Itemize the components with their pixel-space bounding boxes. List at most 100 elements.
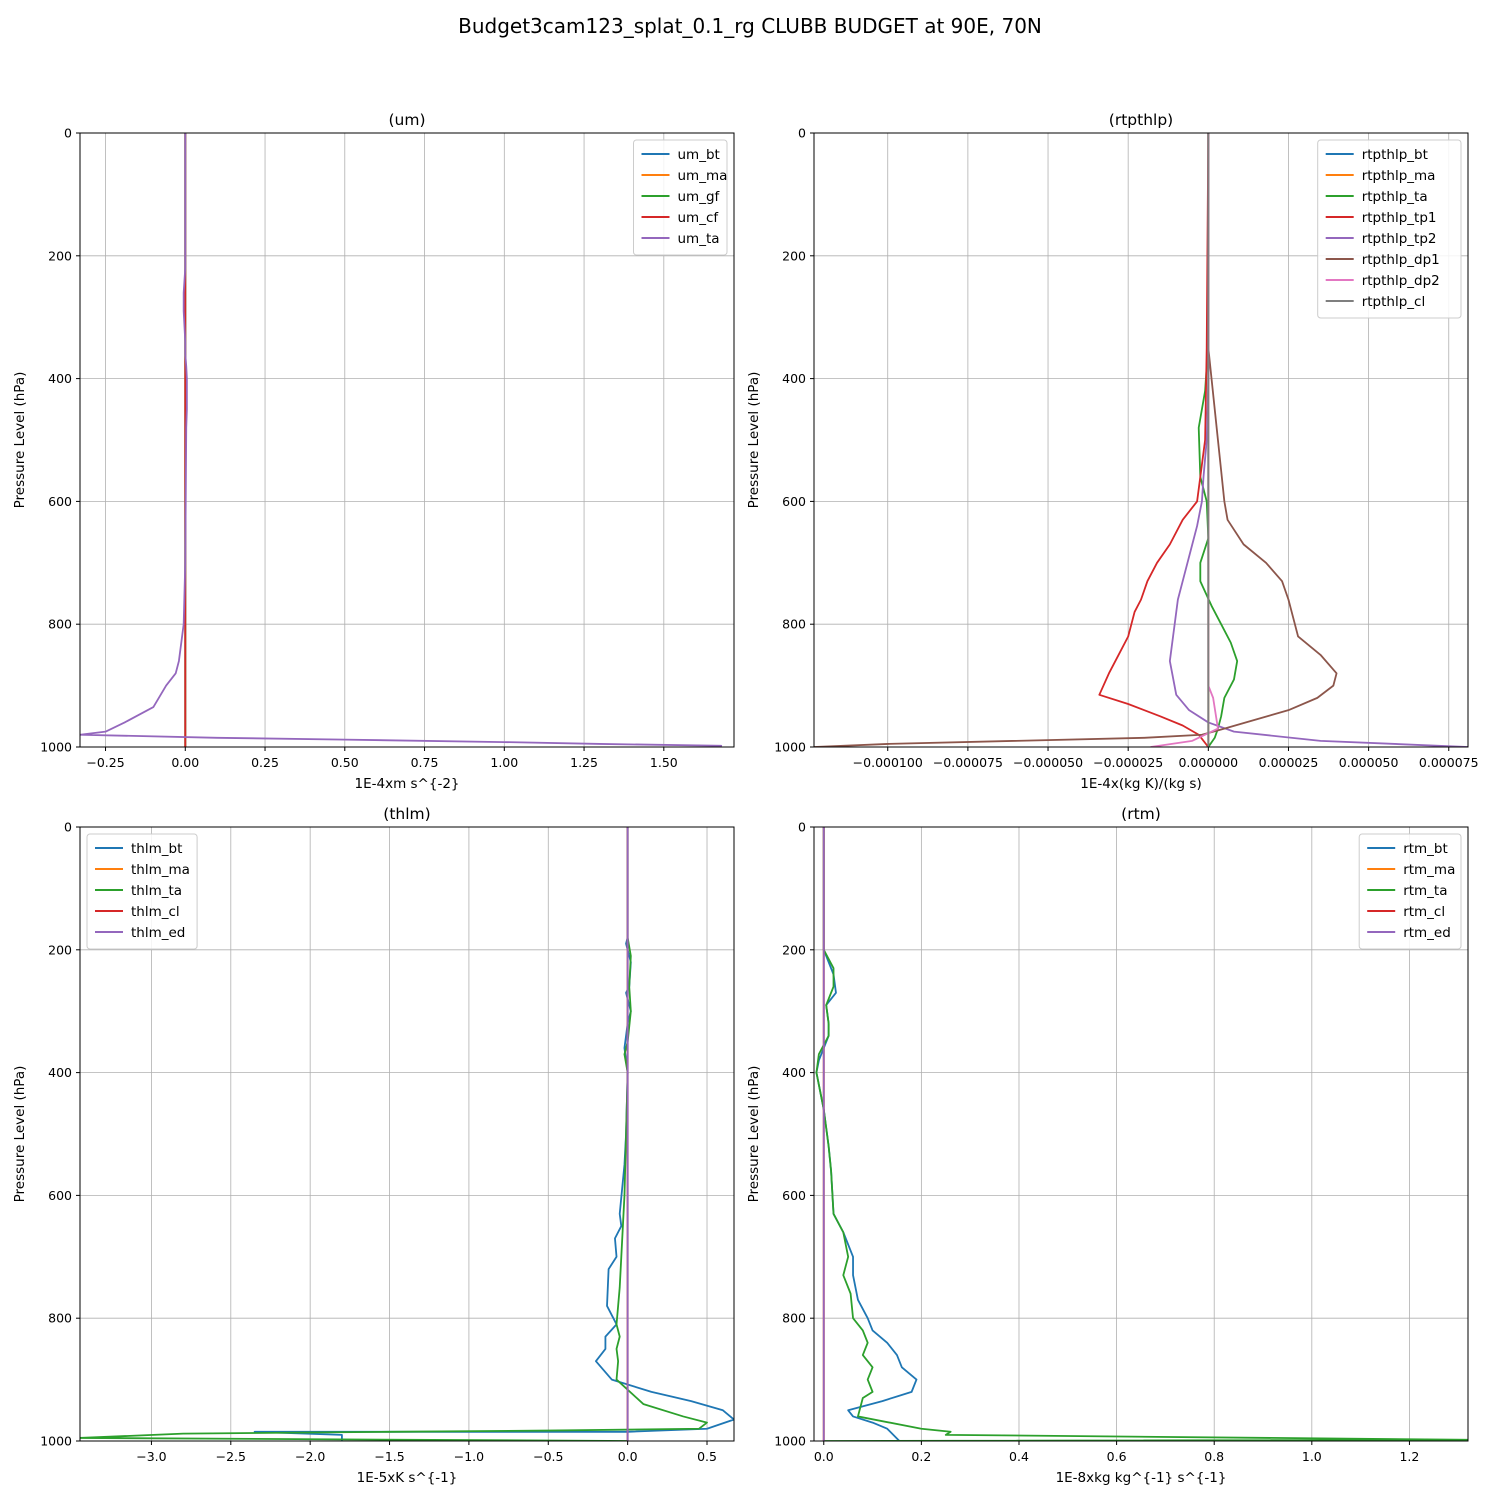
x-tick-label: −0.5	[533, 1449, 563, 1464]
y-tick-label: 1000	[40, 740, 72, 755]
y-tick-label: 1000	[40, 1434, 72, 1449]
legend-label: rtm_bt	[1403, 841, 1448, 857]
x-tick-label: −0.000025	[1093, 755, 1163, 770]
y-tick-label: 800	[48, 1311, 72, 1326]
legend-label: rtm_ed	[1403, 925, 1451, 941]
y-tick-label: 600	[782, 1188, 806, 1203]
x-tick-label: 0.2	[911, 1449, 931, 1464]
legend-label: thlm_bt	[131, 841, 182, 857]
y-tick-label: 400	[782, 371, 806, 386]
x-axis-label: 1E-4xm s^{-2}	[355, 776, 460, 792]
figure-title: Budget3cam123_splat_0.1_rg CLUBB BUDGET …	[458, 14, 1042, 38]
x-tick-label: 0.000025	[1259, 755, 1319, 770]
legend-label: rtpthlp_tp1	[1362, 210, 1437, 226]
chart-panel-rtm: 0.0 0.2 0.4 0.6 0.8 1.0 1.2 0 200 400 600 800 1000 (r…	[746, 805, 1469, 1486]
x-tick-label: 1.50	[650, 755, 678, 770]
legend-label: rtpthlp_dp1	[1362, 252, 1440, 268]
series-line-rtm-ta	[815, 827, 1468, 1441]
y-axis-label: Pressure Level (hPa)	[12, 1066, 28, 1203]
y-axis-label: Pressure Level (hPa)	[746, 372, 762, 509]
x-tick-label: −3.0	[136, 1449, 166, 1464]
x-tick-label: −0.000050	[1013, 755, 1083, 770]
series-line-rtpthlp-dp1	[814, 133, 1338, 747]
y-tick-label: 800	[782, 1311, 806, 1326]
y-tick-label: 400	[48, 1065, 72, 1080]
legend-label: rtm_ma	[1403, 862, 1455, 878]
x-tick-label: 0.000000	[1178, 755, 1238, 770]
legend-label: rtpthlp_ma	[1362, 168, 1436, 184]
legend-label: um_gf	[678, 189, 721, 205]
x-tick-label: 0.25	[251, 755, 279, 770]
y-tick-label: 0	[798, 820, 806, 835]
plot-frame	[813, 132, 1469, 748]
legend-label: um_ta	[678, 231, 720, 247]
x-tick-label: −1.0	[454, 1449, 484, 1464]
x-tick-label: 1.25	[570, 755, 598, 770]
x-tick-label: −2.0	[295, 1449, 325, 1464]
x-tick-label: −0.25	[86, 755, 124, 770]
legend: rtpthlp_bt rtpthlp_ma rtpthlp_ta rtpthlp_tp…	[1317, 139, 1462, 319]
panel-title: (rtpthlp)	[1109, 111, 1173, 129]
y-tick-label: 600	[48, 1188, 72, 1203]
y-tick-label: 800	[782, 617, 806, 632]
y-axis-label: Pressure Level (hPa)	[12, 372, 28, 509]
x-tick-label: 0.4	[1009, 1449, 1029, 1464]
y-tick-label: 200	[782, 942, 806, 957]
legend-label: um_bt	[678, 147, 720, 163]
y-tick-label: 0	[64, 126, 72, 141]
legend-label: um_ma	[678, 168, 728, 184]
plot-frame	[79, 826, 735, 1442]
legend-box	[86, 833, 198, 950]
legend-label: rtpthlp_ta	[1362, 189, 1428, 205]
plot-frame	[79, 132, 735, 748]
x-tick-label: 1.0	[1302, 1449, 1322, 1464]
x-tick-label: −0.000100	[853, 755, 923, 770]
legend-label: rtm_cl	[1403, 904, 1445, 920]
legend-label: rtpthlp_bt	[1362, 147, 1428, 163]
x-tick-label: −0.000075	[933, 755, 1003, 770]
y-tick-label: 400	[782, 1065, 806, 1080]
y-tick-label: 600	[48, 494, 72, 509]
x-tick-label: 0.000050	[1339, 755, 1399, 770]
x-axis-label: 1E-5xK s^{-1}	[357, 1470, 458, 1486]
plot-frame	[813, 826, 1469, 1442]
y-tick-label: 1000	[774, 740, 806, 755]
legend-label: um_cf	[678, 210, 720, 226]
x-tick-label: 1.00	[490, 755, 518, 770]
y-tick-label: 200	[782, 248, 806, 263]
x-axis-label: 1E-4x(kg K)/(kg s)	[1080, 776, 1201, 792]
panel-title: (rtm)	[1121, 805, 1161, 823]
legend-box	[633, 139, 728, 256]
y-tick-label: 0	[798, 126, 806, 141]
chart-panel-thlm: −3.0 −2.5 −2.0 −1.5 −1.0 −0.5 0.0 0.5 0 200 400 600…	[12, 805, 735, 1486]
x-tick-label: 0.8	[1204, 1449, 1224, 1464]
legend-box	[1358, 833, 1462, 950]
legend-label: rtm_ta	[1403, 883, 1447, 899]
y-tick-label: 200	[48, 248, 72, 263]
x-tick-label: 0.5	[697, 1449, 717, 1464]
x-tick-label: 0.0	[618, 1449, 638, 1464]
legend-label: rtpthlp_dp2	[1362, 273, 1440, 289]
x-tick-label: −1.5	[374, 1449, 404, 1464]
y-tick-label: 400	[48, 371, 72, 386]
y-tick-label: 0	[64, 820, 72, 835]
series-line-um-ta	[80, 133, 723, 747]
series-line-thlm-bt	[253, 827, 734, 1441]
legend-label: rtpthlp_tp2	[1362, 231, 1437, 247]
chart-panel-um: −0.25 0.00 0.25 0.50 0.75 1.00 1.25 1.50 0 200 400…	[12, 111, 735, 792]
legend: rtm_bt rtm_ma rtm_ta rtm_cl rtm_ed	[1358, 833, 1462, 950]
series-line-rtm-bt	[815, 827, 918, 1441]
x-tick-label: −2.5	[216, 1449, 246, 1464]
x-tick-label: 0.50	[331, 755, 359, 770]
legend-label: thlm_ta	[131, 883, 182, 899]
chart-panel-rtpthlp: −0.000100 −0.000075 −0.000050 −0.000025 0.00…	[746, 111, 1479, 792]
panel-title: (thlm)	[383, 805, 430, 823]
y-tick-label: 200	[48, 942, 72, 957]
y-tick-label: 600	[782, 494, 806, 509]
legend-label: thlm_cl	[131, 904, 180, 920]
y-axis-label: Pressure Level (hPa)	[746, 1066, 762, 1203]
y-tick-label: 1000	[774, 1434, 806, 1449]
x-tick-label: 0.00	[171, 755, 199, 770]
legend-label: thlm_ed	[131, 925, 185, 941]
